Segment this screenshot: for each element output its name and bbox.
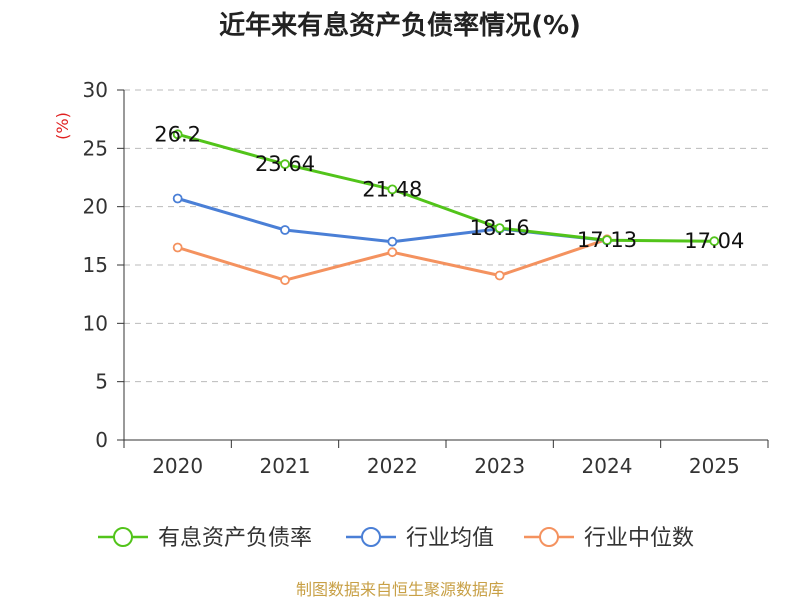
- series-line-0: [176, 132, 716, 243]
- data-point: [602, 235, 612, 246]
- legend-label: 行业中位数: [584, 526, 694, 551]
- y-tick-label: 10: [83, 311, 108, 335]
- data-point: [172, 129, 183, 140]
- series-lines: [172, 129, 720, 286]
- data-point: [494, 223, 505, 234]
- x-tick-label: 2022: [367, 454, 418, 478]
- x-tick-label: 2020: [152, 454, 203, 478]
- y-tick-label: 30: [83, 78, 108, 102]
- legend-marker: [113, 527, 133, 547]
- data-point: [280, 159, 290, 170]
- data-label: 23.64: [255, 152, 315, 176]
- y-axis-unit-label: (%): [53, 112, 72, 140]
- y-tick-label: 5: [95, 370, 108, 394]
- x-tick-label: 2021: [260, 454, 311, 478]
- data-point: [172, 193, 183, 204]
- data-label: 17.04: [684, 229, 744, 253]
- data-point: [387, 184, 398, 195]
- legend-label: 行业均值: [406, 526, 494, 551]
- legend: 有息资产负债率 行业均值 行业中位数: [98, 526, 694, 551]
- data-point: [280, 225, 290, 235]
- source-note: 制图数据来自恒生聚源数据库: [296, 580, 504, 599]
- data-point: [280, 275, 290, 286]
- y-tick-label: 0: [95, 428, 108, 452]
- y-tick-label: 25: [83, 136, 108, 160]
- data-point: [387, 247, 398, 258]
- legend-marker: [361, 527, 381, 547]
- data-point: [494, 270, 505, 281]
- data-label: 26.2: [154, 122, 201, 146]
- data-label: 18.16: [470, 216, 530, 240]
- legend-label: 有息资产负债率: [158, 526, 312, 551]
- legend-marker: [539, 527, 559, 547]
- data-label: 17.13: [577, 228, 637, 252]
- series-line-1: [176, 197, 609, 244]
- x-tick-label: 2023: [474, 454, 525, 478]
- x-tick-label: 2025: [689, 454, 740, 478]
- x-tick-label: 2024: [582, 454, 633, 478]
- data-labels: 26.2 23.64 21.48 18.16 17.13 17.04: [154, 122, 744, 253]
- data-point: [387, 236, 398, 247]
- data-label: 21.48: [362, 177, 422, 201]
- data-point: [709, 236, 720, 247]
- y-tick-label: 20: [83, 195, 108, 219]
- chart-title: 近年来有息资产负债率情况(%): [219, 10, 581, 41]
- data-point: [172, 242, 183, 253]
- y-tick-label: 15: [83, 253, 108, 277]
